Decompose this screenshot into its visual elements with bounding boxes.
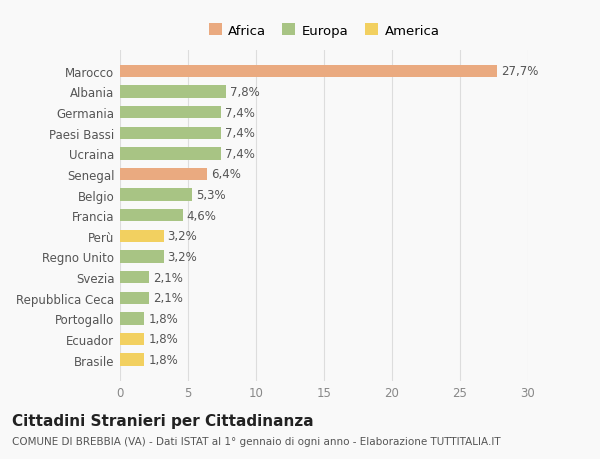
Bar [120,168,207,181]
Text: COMUNE DI BREBBIA (VA) - Dati ISTAT al 1° gennaio di ogni anno - Elaborazione TU: COMUNE DI BREBBIA (VA) - Dati ISTAT al 1… [12,436,500,446]
Text: 7,4%: 7,4% [225,147,254,161]
Bar [120,292,149,304]
Text: 7,4%: 7,4% [225,106,254,119]
Bar [120,86,226,98]
Text: 27,7%: 27,7% [501,65,538,78]
Bar [120,271,149,284]
Text: 1,8%: 1,8% [149,353,178,366]
Bar [120,251,164,263]
Text: 3,2%: 3,2% [167,230,197,243]
Legend: Africa, Europa, America: Africa, Europa, America [209,24,439,38]
Bar [120,189,192,202]
Text: 4,6%: 4,6% [187,209,217,222]
Text: 7,4%: 7,4% [225,127,254,140]
Bar [120,230,164,242]
Text: 1,8%: 1,8% [149,312,178,325]
Bar [120,353,145,366]
Bar [120,148,221,160]
Bar [120,106,221,119]
Bar [120,210,182,222]
Text: 6,4%: 6,4% [211,168,241,181]
Text: Cittadini Stranieri per Cittadinanza: Cittadini Stranieri per Cittadinanza [12,413,314,428]
Bar [120,333,145,345]
Text: 1,8%: 1,8% [149,333,178,346]
Bar [120,313,145,325]
Text: 2,1%: 2,1% [152,271,182,284]
Bar [120,127,221,140]
Text: 2,1%: 2,1% [152,291,182,304]
Text: 3,2%: 3,2% [167,251,197,263]
Bar [120,66,497,78]
Text: 7,8%: 7,8% [230,86,260,99]
Text: 5,3%: 5,3% [196,189,226,202]
